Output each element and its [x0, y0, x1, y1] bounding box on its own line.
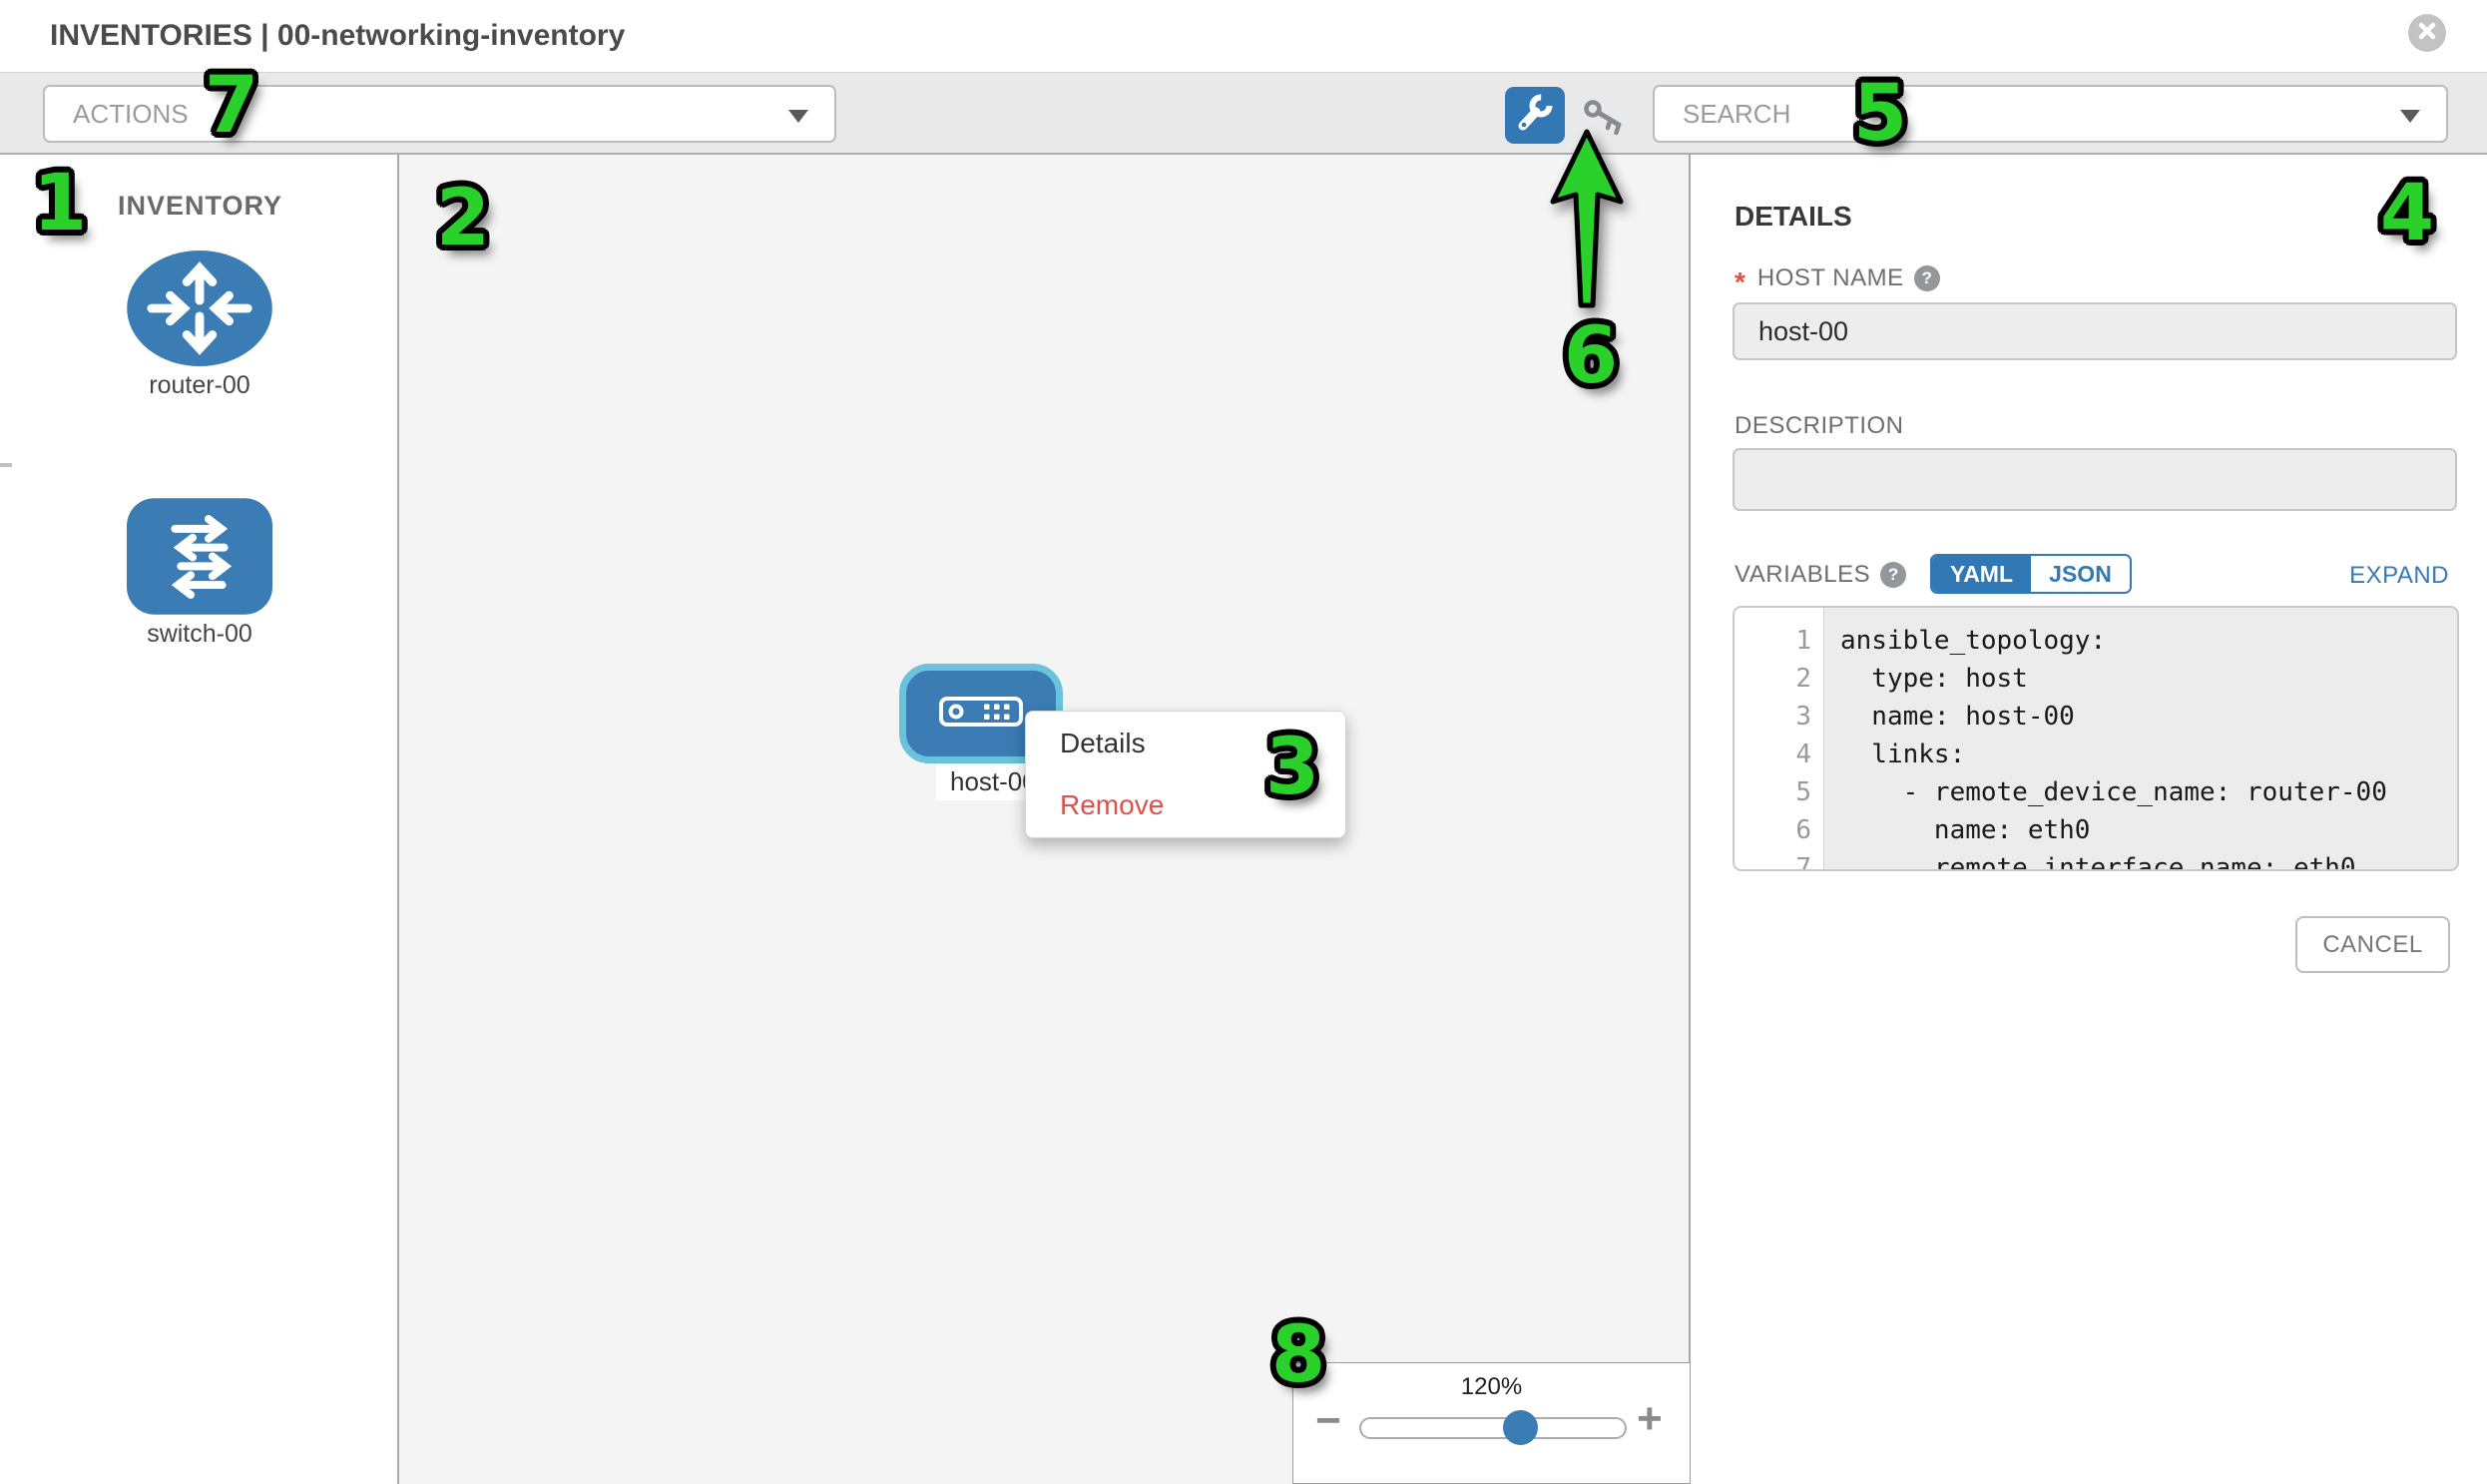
menu-item-details[interactable]: Details [1060, 728, 1146, 758]
editor-code-area[interactable]: ansible_topology: type: host name: host-… [1824, 608, 2457, 869]
actions-dropdown-label: ACTIONS [73, 99, 189, 129]
context-menu: Details Remove [1025, 711, 1346, 838]
zoom-control: 120% − + [1292, 1362, 1691, 1484]
palette-label-router: router-00 [149, 371, 250, 399]
line-number: 2 [1795, 664, 1811, 694]
description-field[interactable] [1733, 448, 2457, 511]
help-icon[interactable]: ? [1913, 265, 1940, 291]
chevron-down-icon [2400, 110, 2420, 123]
code-line: - remote_device_name: router-00 [1840, 777, 2387, 807]
palette-item-router[interactable] [126, 249, 273, 367]
host-name-value: host-00 [1758, 316, 1849, 346]
variables-label-row: VARIABLES ? [1735, 561, 1907, 589]
zoom-in-button[interactable]: + [1637, 1394, 1663, 1443]
toolbar: ACTIONS SEARCH [0, 72, 2487, 155]
host-name-label: HOST NAME [1756, 264, 1904, 291]
code-line: ansible_topology: [1840, 626, 2107, 656]
line-number: 5 [1795, 777, 1811, 807]
zoom-level: 120% [1460, 1373, 1523, 1400]
host-name-field[interactable]: host-00 [1733, 302, 2457, 360]
close-icon [2417, 21, 2437, 46]
line-number: 3 [1795, 702, 1811, 732]
router-icon [126, 249, 273, 371]
code-line: links: [1840, 740, 1966, 769]
help-icon[interactable]: ? [1880, 562, 1907, 588]
editor-line-numbers: 1 2 3 4 5 6 7 [1735, 608, 1824, 869]
details-title: DETAILS [1735, 201, 1852, 232]
variables-format-toggle: YAML JSON [1930, 554, 2132, 594]
topology-canvas[interactable]: host-00 Details Remove 120% − + [399, 155, 1691, 1484]
code-line: type: host [1840, 664, 2028, 694]
code-line: name: host-00 [1840, 702, 2075, 732]
inventory-sidebar: INVENTORY router-00 [0, 155, 399, 1484]
sidebar-title: INVENTORY [118, 191, 283, 221]
palette-item-switch[interactable] [126, 497, 273, 616]
close-button[interactable] [2408, 14, 2446, 52]
search-dropdown-label: SEARCH [1683, 99, 1791, 129]
required-marker: * [1735, 266, 1745, 297]
variables-label: VARIABLES [1735, 561, 1871, 588]
tab-json[interactable]: JSON [2031, 556, 2130, 592]
description-label: DESCRIPTION [1735, 412, 1904, 439]
breadcrumb: INVENTORIES | 00-networking-inventory [50, 19, 626, 52]
key-button[interactable] [1581, 97, 1629, 141]
palette-label-switch: switch-00 [147, 620, 252, 648]
switch-icon [126, 498, 273, 620]
tools-button[interactable] [1505, 87, 1565, 144]
actions-dropdown[interactable]: ACTIONS [43, 85, 836, 143]
description-label-row: DESCRIPTION [1735, 412, 1904, 440]
zoom-slider-thumb[interactable] [1503, 1410, 1538, 1445]
zoom-slider-track[interactable] [1359, 1417, 1627, 1439]
search-dropdown[interactable]: SEARCH [1653, 85, 2448, 143]
tab-yaml[interactable]: YAML [1932, 556, 2031, 592]
key-icon [1581, 100, 1629, 145]
cancel-button[interactable]: CANCEL [2295, 916, 2450, 973]
line-number: 6 [1795, 815, 1811, 845]
wrench-icon [1515, 93, 1555, 138]
server-icon [939, 696, 1023, 732]
zoom-out-button[interactable]: − [1315, 1396, 1341, 1445]
details-panel: DETAILS * HOST NAME ? host-00 DESCRIPTIO… [1693, 155, 2487, 1484]
variables-editor[interactable]: 1 2 3 4 5 6 7 ansible_topology: type: ho… [1733, 606, 2459, 871]
code-line: name: eth0 [1840, 815, 2091, 845]
host-name-label-row: * HOST NAME ? [1735, 262, 1940, 297]
sidebar-resize-notch [0, 463, 12, 467]
chevron-down-icon [788, 110, 808, 123]
expand-link[interactable]: EXPAND [2349, 562, 2449, 589]
code-line: remote_interface_name: eth0 [1840, 853, 2356, 871]
menu-item-remove[interactable]: Remove [1060, 789, 1165, 820]
page-header: INVENTORIES | 00-networking-inventory [0, 0, 2487, 72]
line-number: 7 [1795, 853, 1811, 871]
line-number: 1 [1795, 626, 1811, 656]
line-number: 4 [1795, 740, 1811, 769]
